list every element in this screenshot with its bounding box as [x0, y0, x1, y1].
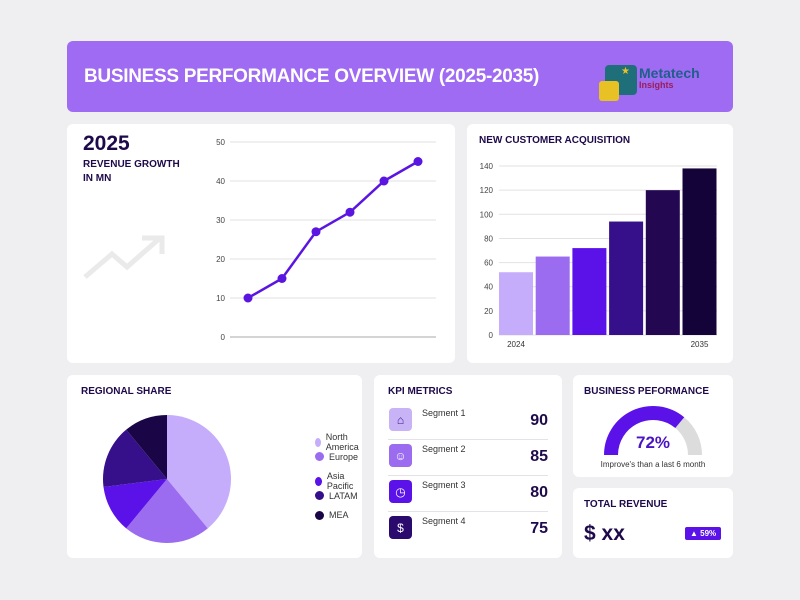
pie-slice [126, 479, 208, 543]
bar [682, 168, 717, 335]
star-icon: ★ [621, 66, 630, 77]
kpi-value: 85 [530, 448, 548, 465]
y-tick-label: 0 [221, 333, 226, 342]
y-tick-label: 20 [216, 255, 225, 264]
bar [572, 248, 607, 335]
kpi-row: $ Segment 4 75 [388, 512, 548, 548]
legend-item: Europe [315, 452, 358, 462]
total-revenue-title: TOTAL REVENUE [584, 499, 668, 510]
regional-title: REGIONAL SHARE [81, 386, 172, 397]
kpi-label: Segment 4 [422, 516, 466, 526]
dollar-cycle-icon: $ [389, 516, 412, 539]
data-point [311, 227, 321, 237]
gauge-fill [604, 406, 685, 455]
logo: ★ Metatech Insights [599, 55, 719, 101]
kpi-label: Segment 1 [422, 408, 466, 418]
revenue-label: REVENUE GROWTH [83, 159, 180, 170]
pie-slice [103, 479, 167, 529]
y-tick-label: 60 [484, 259, 493, 268]
kpi-row: ☺ Segment 2 85 [388, 440, 548, 476]
line-chart: 0 10 20 30 40 50 [216, 138, 436, 342]
bar-chart: 0 20 40 60 80 100 120 140 2024 2035 [480, 162, 717, 349]
pie-slice [167, 415, 231, 529]
home-percent-icon: ⌂ [389, 408, 412, 431]
kpi-row: ◷ Segment 3 80 [388, 476, 548, 512]
legend-swatch [315, 510, 324, 520]
bar [645, 190, 680, 335]
y-tick-label: 40 [484, 283, 493, 292]
y-tick-label: 30 [216, 216, 225, 225]
y-tick-label: 120 [480, 186, 494, 195]
performance-title: BUSINESS PEFORMANCE [584, 386, 710, 397]
legend-swatch [315, 437, 321, 447]
y-tick-label: 140 [480, 162, 494, 171]
gauge-track [675, 417, 702, 455]
pie-slice [103, 429, 167, 488]
y-tick-label: 80 [484, 234, 493, 243]
performance-card: BUSINESS PEFORMANCE 72% Improve's than a… [573, 375, 733, 477]
legend-label: MEA [329, 510, 349, 520]
revenue-unit: IN MN [83, 173, 112, 184]
legend-item: Asia Pacific [315, 471, 362, 491]
legend-label: Asia Pacific [326, 471, 354, 491]
total-revenue-card: TOTAL REVENUE $ xx ▲ 59% [573, 488, 733, 558]
trend-arrow-icon [83, 235, 165, 279]
y-tick-label: 100 [480, 210, 494, 219]
y-tick-label: 50 [216, 138, 225, 147]
bar [535, 256, 570, 335]
bar [499, 272, 533, 335]
x-tick-label: 2035 [691, 340, 709, 349]
performance-value: 72% [635, 433, 671, 452]
total-revenue-value: $ xx [584, 522, 625, 545]
kpi-label: Segment 3 [422, 480, 466, 490]
kpi-value: 75 [530, 520, 548, 537]
kpi-value: 80 [530, 484, 548, 501]
x-tick-label: 2024 [507, 340, 525, 349]
customer-chart-title: NEW CUSTOMER ACQUISITION [479, 135, 631, 146]
legend-label: North America [325, 432, 359, 452]
growth-badge: ▲ 59% [685, 527, 722, 540]
y-tick-label: 20 [484, 307, 493, 316]
page-title: BUSINESS PERFORMANCE OVERVIEW (2025-2035… [84, 66, 540, 87]
header-banner: BUSINESS PERFORMANCE OVERVIEW (2025-2035… [67, 41, 733, 112]
regional-card: REGIONAL SHARE North America Europe Asia P… [67, 375, 362, 558]
y-tick-label: 0 [489, 331, 494, 340]
legend-item: LATAM [315, 491, 358, 501]
data-point [345, 207, 355, 217]
y-tick-label: 40 [216, 177, 225, 186]
legend-swatch [315, 491, 324, 500]
legend-label: Europe [329, 451, 359, 462]
user-star-icon: ☺ [389, 444, 412, 467]
kpi-title: KPI METRICS [388, 386, 453, 397]
pie-slice [126, 415, 167, 479]
data-point [277, 274, 287, 283]
performance-caption: Improve's than a last 6 month [600, 460, 706, 469]
data-point [379, 176, 389, 186]
y-tick-label: 10 [216, 294, 225, 303]
pie-chart [103, 415, 231, 543]
clock-plus-icon: ◷ [389, 480, 412, 503]
logo-text: Metatech [639, 65, 700, 81]
customer-card: NEW CUSTOMER ACQUISITION 0 20 40 60 80 100 120… [467, 124, 733, 363]
legend-swatch [315, 452, 324, 461]
kpi-card: KPI METRICS ⌂ Segment 1 90 ☺ Segment 2 85 ◷ Seg… [374, 375, 562, 558]
series-line [247, 160, 419, 300]
kpi-value: 90 [530, 412, 548, 429]
logo-subtext: Insights [639, 80, 674, 90]
data-point [413, 157, 423, 166]
revenue-card: 2025 REVENUE GROWTH IN MN 0 10 20 30 40 50 [67, 124, 455, 363]
bar [609, 221, 644, 335]
legend-item: MEA [315, 510, 349, 520]
legend-label: LATAM [329, 490, 358, 501]
legend-item: North America [315, 432, 362, 452]
data-point [243, 293, 253, 303]
kpi-label: Segment 2 [422, 444, 466, 454]
gauge [604, 406, 702, 455]
legend-swatch [315, 476, 322, 486]
kpi-row: ⌂ Segment 1 90 [388, 404, 548, 440]
revenue-year: 2025 [83, 132, 130, 155]
logo-square-yellow [599, 81, 619, 101]
